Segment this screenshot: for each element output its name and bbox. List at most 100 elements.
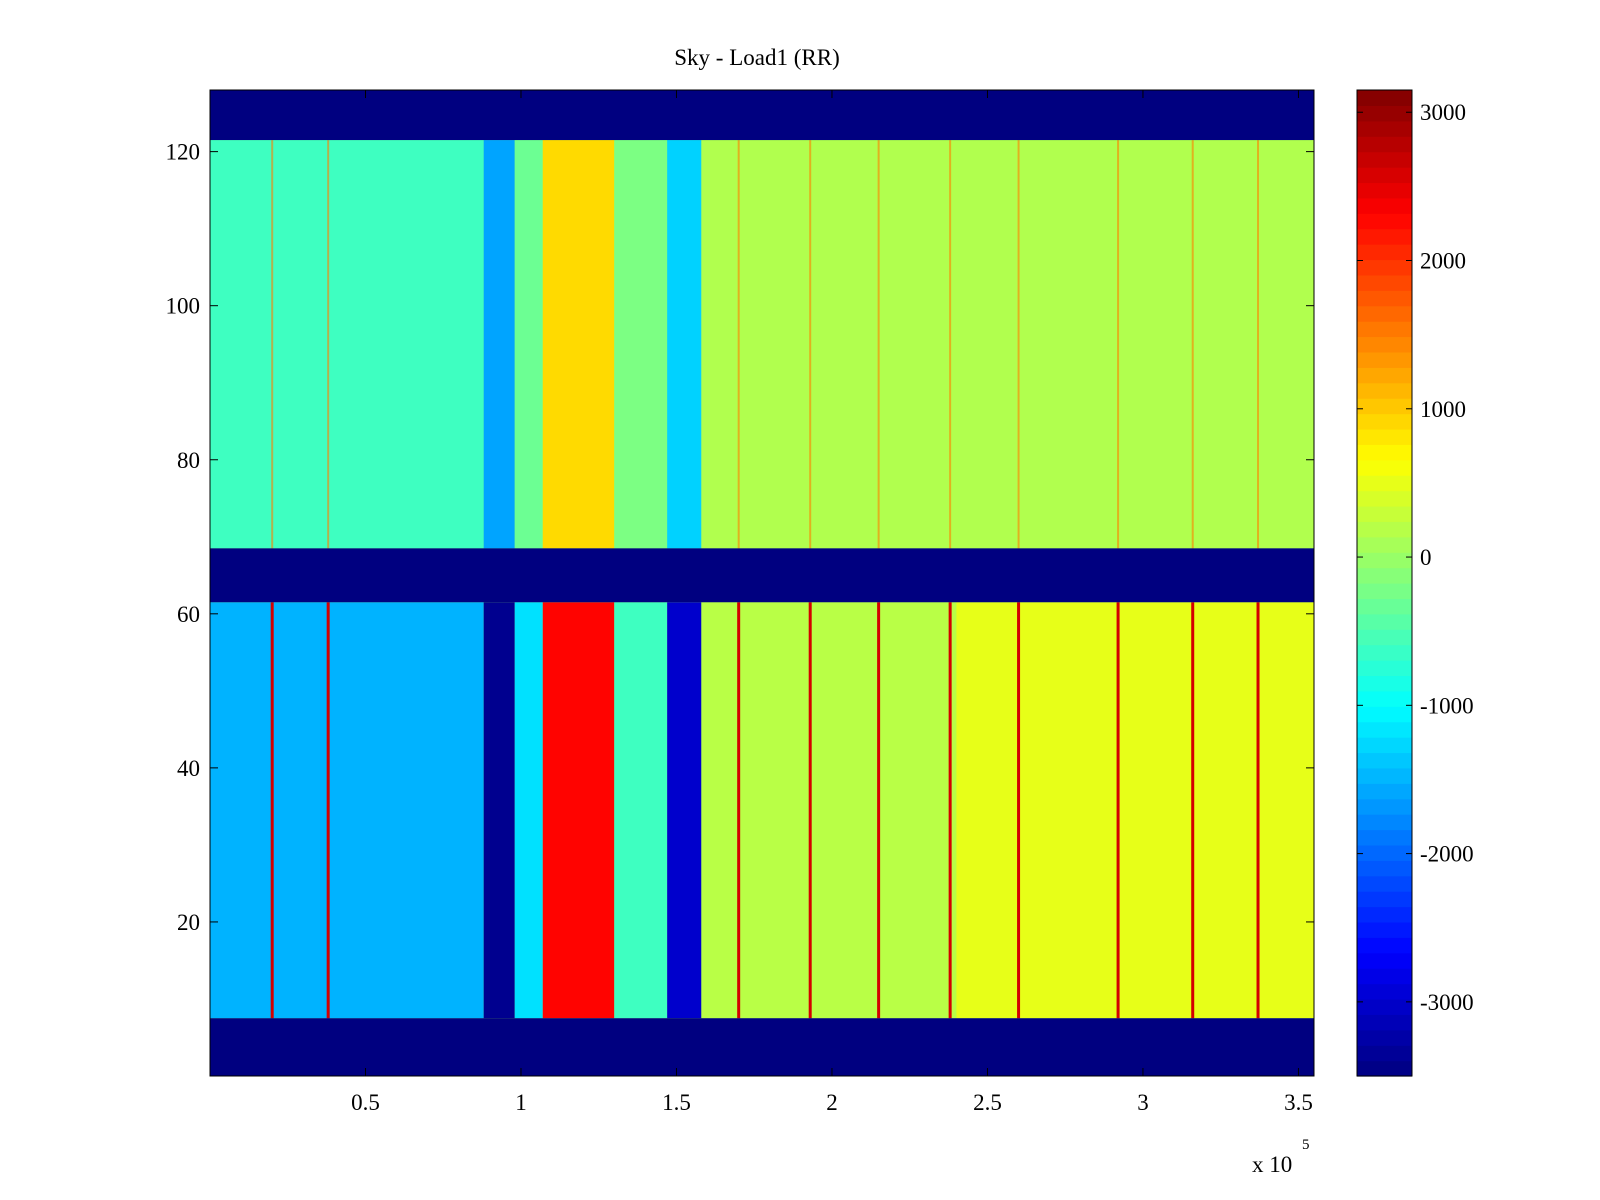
colorbar-swatch (1357, 428, 1412, 445)
upper-block-region (667, 140, 702, 549)
colorbar-swatch (1357, 274, 1412, 291)
colorbar-swatch (1357, 937, 1412, 954)
colorbar-swatch (1357, 136, 1412, 153)
colorbar-swatch (1357, 367, 1412, 384)
colorbar-swatch (1357, 351, 1412, 368)
colorbar-swatch (1357, 891, 1412, 908)
lower-block-region (614, 602, 668, 1019)
y-tick-label: 20 (177, 910, 200, 935)
colorbar-swatch (1357, 1014, 1412, 1031)
colorbar-swatch (1357, 567, 1412, 584)
x-tick-label: 2 (826, 1090, 838, 1115)
colorbar-swatch (1357, 244, 1412, 261)
colorbar-swatch (1357, 505, 1412, 522)
lower-block-region (701, 602, 957, 1019)
masked-row-band (210, 90, 1314, 141)
colorbar-swatch (1357, 321, 1412, 338)
colorbar-swatch (1357, 690, 1412, 707)
x-tick-label: 3.5 (1284, 1090, 1313, 1115)
colorbar-swatch (1357, 767, 1412, 784)
colorbar-swatch (1357, 552, 1412, 569)
colorbar-swatch (1357, 783, 1412, 800)
colorbar-swatch (1357, 752, 1412, 769)
chart-title: Sky - Load1 (RR) (674, 45, 839, 70)
colorbar-swatch (1357, 105, 1412, 122)
colorbar-swatch (1357, 90, 1412, 107)
colorbar-swatch (1357, 968, 1412, 985)
colorbar-axis: 3000 2000 1000 0 -1000 -2000 -3000 (1357, 100, 1474, 1015)
colorbar-swatch (1357, 120, 1412, 137)
x-axis: 0.5 1 1.5 2 2.5 3 3.5 (351, 90, 1313, 1115)
colorbar-swatch (1357, 814, 1412, 831)
colorbar-swatch (1357, 644, 1412, 661)
colorbar-swatch (1357, 983, 1412, 1000)
colorbar-swatch (1357, 613, 1412, 630)
y-tick-label: 120 (166, 140, 201, 165)
colorbar-swatch (1357, 675, 1412, 692)
colorbar-swatch (1357, 798, 1412, 815)
colorbar-swatch (1357, 860, 1412, 877)
colorbar-swatch (1357, 875, 1412, 892)
colorbar-swatch (1357, 1029, 1412, 1046)
colorbar-swatch (1357, 382, 1412, 399)
lower-block-region (483, 602, 515, 1019)
colorbar-swatch (1357, 490, 1412, 507)
lower-block-region (542, 602, 615, 1019)
x-tick-label: 1.5 (662, 1090, 691, 1115)
masked-row-band (210, 1018, 1314, 1076)
upper-block-region (210, 140, 484, 549)
colorbar-swatch (1357, 290, 1412, 307)
colorbar-swatch (1357, 921, 1412, 938)
colorbar (1357, 90, 1412, 1077)
colorbar-swatch (1357, 398, 1412, 415)
colorbar-swatch (1357, 197, 1412, 214)
masked-row-band (210, 548, 1314, 603)
colorbar-tick-label: -1000 (1420, 693, 1474, 718)
colorbar-tick-label: -2000 (1420, 842, 1474, 867)
colorbar-tick-label: 0 (1420, 545, 1432, 570)
y-tick-label: 60 (177, 602, 200, 627)
colorbar-swatch (1357, 629, 1412, 646)
y-axis: 20 40 60 80 100 120 (166, 140, 1314, 935)
x-tick-label: 3 (1137, 1090, 1149, 1115)
colorbar-swatch (1357, 829, 1412, 846)
colorbar-swatch (1357, 228, 1412, 245)
colorbar-swatch (1357, 583, 1412, 600)
colorbar-swatch (1357, 737, 1412, 754)
colorbar-swatch (1357, 706, 1412, 723)
colorbar-swatch (1357, 305, 1412, 322)
colorbar-swatch (1357, 413, 1412, 430)
lower-block-region (514, 602, 543, 1019)
colorbar-tick-label: 2000 (1420, 249, 1466, 274)
upper-block-region (701, 140, 1314, 549)
lower-block-region (210, 602, 484, 1019)
plot-area (210, 90, 1314, 1076)
colorbar-swatch (1357, 721, 1412, 738)
colorbar-swatch (1357, 182, 1412, 199)
y-tick-label: 100 (166, 294, 201, 319)
upper-block-region (614, 140, 668, 549)
colorbar-swatch (1357, 660, 1412, 677)
upper-block-region (483, 140, 515, 549)
colorbar-swatch (1357, 598, 1412, 615)
colorbar-swatch (1357, 336, 1412, 353)
colorbar-swatch (1357, 844, 1412, 861)
plot-frame (209, 89, 1315, 1077)
colorbar-swatch (1357, 444, 1412, 461)
colorbar-swatch (1357, 998, 1412, 1015)
x-multiplier-label: x 10 (1252, 1152, 1292, 1177)
y-tick-label: 80 (177, 448, 200, 473)
colorbar-swatch (1357, 1045, 1412, 1062)
colorbar-frame (1356, 89, 1413, 1077)
lower-block-region (667, 602, 702, 1019)
colorbar-swatch (1357, 167, 1412, 184)
colorbar-swatch (1357, 213, 1412, 230)
colorbar-swatch (1357, 151, 1412, 168)
lower-block-region (956, 602, 1314, 1019)
colorbar-swatch (1357, 259, 1412, 276)
x-multiplier-exponent: 5 (1302, 1137, 1310, 1153)
upper-block-region (542, 140, 615, 549)
x-tick-label: 0.5 (351, 1090, 380, 1115)
colorbar-swatch (1357, 1060, 1412, 1077)
